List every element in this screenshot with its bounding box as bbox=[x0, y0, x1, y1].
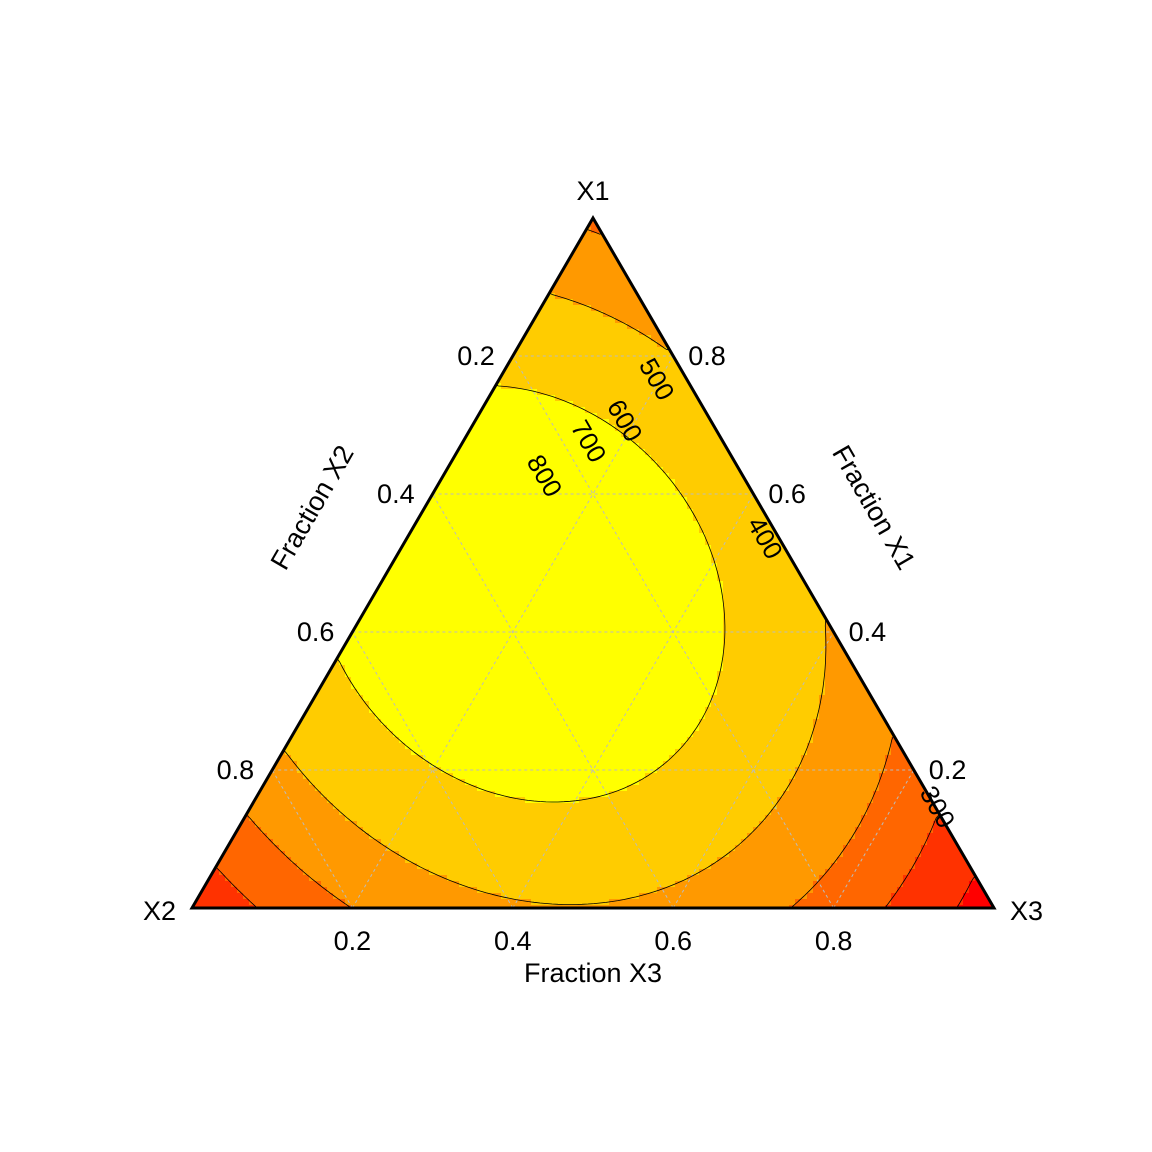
axis-title-bottom: Fraction X3 bbox=[524, 958, 662, 988]
tick-label-x3: 0.6 bbox=[654, 926, 692, 956]
tick-label-x3: 0.4 bbox=[494, 926, 532, 956]
tick-label-x2: 0.8 bbox=[217, 755, 255, 785]
grid-line bbox=[672, 631, 835, 908]
grid-line bbox=[512, 493, 754, 908]
tick-label-x2: 0.2 bbox=[457, 341, 495, 371]
corner-label-top: X1 bbox=[576, 176, 609, 206]
corner-label-left: X2 bbox=[143, 896, 176, 926]
tick-label-x3: 0.2 bbox=[334, 926, 372, 956]
tick-labels: 0.2 0.2 0.2 0.4 0.4 0.4 0.6 0.6 0.6 0.8 0.8 0.8 bbox=[217, 341, 967, 956]
grid-lines bbox=[271, 355, 915, 908]
grid-line bbox=[351, 631, 514, 908]
tick-label-x2: 0.6 bbox=[297, 617, 335, 647]
corner-label-right: X3 bbox=[1010, 896, 1043, 926]
tick-label-x1: 0.6 bbox=[768, 479, 806, 509]
grid-line bbox=[432, 493, 674, 908]
tick-label-x1: 0.8 bbox=[688, 341, 726, 371]
triangle-frame bbox=[189, 215, 997, 910]
grid-line bbox=[833, 769, 915, 908]
tick-label-x1: 0.2 bbox=[929, 755, 967, 785]
tick-label-x3: 0.8 bbox=[815, 926, 853, 956]
grid-line bbox=[271, 769, 353, 908]
tick-label-x1: 0.4 bbox=[849, 617, 887, 647]
tick-label-x2: 0.4 bbox=[377, 479, 415, 509]
